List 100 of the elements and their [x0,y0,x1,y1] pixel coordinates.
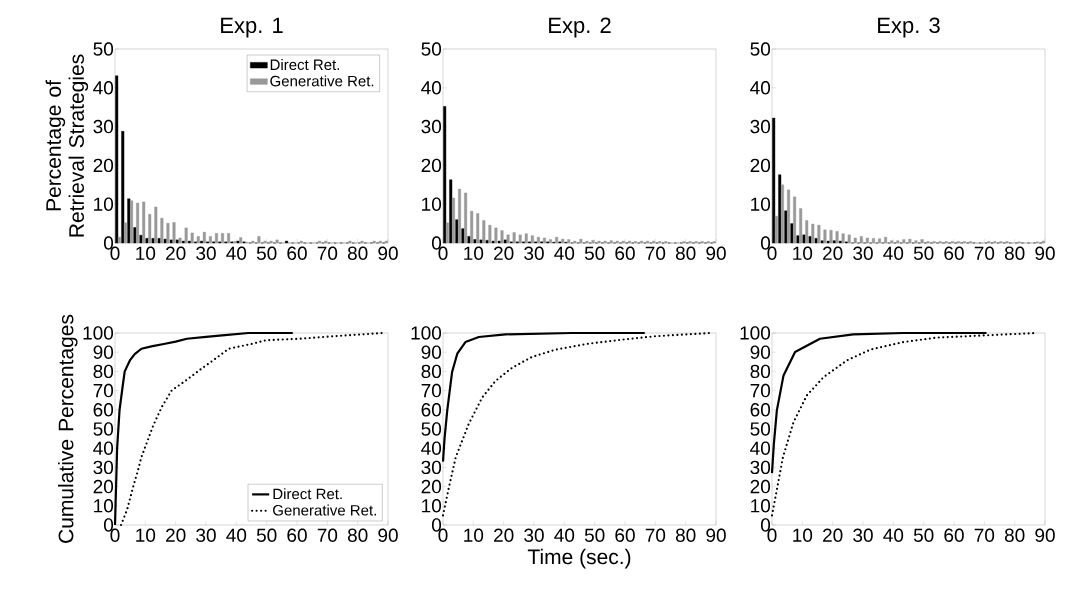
bar [811,223,815,244]
bar [136,202,140,244]
x-tick-label: 30 [196,528,216,542]
x-tick-label: 40 [226,528,247,542]
bar [500,230,504,244]
y-tick-label: 50 [93,422,114,436]
bar [169,239,173,244]
bar [221,233,225,244]
x-tick-label: 80 [1004,246,1025,260]
y-tick-label: 60 [421,403,442,417]
bar [908,238,912,244]
x-tick-label: 70 [317,246,338,260]
line-series [119,331,385,527]
line-series [441,331,646,463]
bar [461,228,465,244]
y-tick-label: 50 [750,422,771,436]
x-tick-label: 70 [645,246,666,260]
bar [482,220,486,244]
bar [202,231,206,244]
y-tick-label: 70 [750,383,771,398]
y-tick-label: 100 [83,326,114,340]
bar [503,239,507,244]
bar [190,232,194,244]
y-tick-label: 20 [93,158,114,173]
x-tick-label: 90 [1035,246,1055,260]
y-tick-label: 20 [421,479,442,494]
y-tick-label: 70 [421,383,442,398]
x-tick-label: 70 [974,528,995,542]
bar [451,197,455,244]
y-tick-label: 60 [750,403,771,417]
bar [524,233,528,244]
bar [473,239,477,244]
bar [257,236,261,244]
bar [799,208,803,244]
y-tick-label: 40 [750,441,771,455]
x-tick-label: 90 [706,246,726,260]
bar [172,222,176,244]
bar [148,214,152,244]
legend-label: Generative Ret. [273,504,376,516]
legend-label: Direct Ret. [273,488,342,500]
bar [443,106,447,244]
bar [817,224,821,244]
bar [790,223,794,244]
x-tick-label: 40 [883,246,904,260]
x-tick-label: 10 [136,528,156,542]
x-tick-label: 60 [287,246,307,260]
x-tick-label: 20 [823,246,843,260]
y-tick-label: 10 [422,197,442,211]
bar [227,233,231,244]
bar [884,236,888,244]
bar [458,188,462,244]
bar [829,229,833,244]
bar [196,236,200,244]
bar [142,201,146,244]
y-tick-label: 30 [750,460,771,475]
bar [772,117,776,244]
x-tick-label: 20 [166,246,186,260]
bar [542,237,546,244]
bar [787,189,791,244]
x-tick-label: 90 [1035,528,1055,542]
bar [784,210,788,244]
x-tick-label: 60 [944,528,964,542]
x-tick-label: 90 [706,528,726,542]
y-tick-label: 100 [740,326,771,340]
bar [117,236,121,244]
y-tick-label: 50 [421,42,442,56]
x-tick-label: 80 [675,246,696,260]
x-tick-label: 50 [913,528,934,542]
bar [853,237,857,244]
y-tick-label: 40 [750,81,771,95]
bar [865,237,869,244]
bar [163,238,167,244]
bar [455,219,459,244]
y-tick-label: 10 [751,499,771,513]
y-tick-label: 20 [421,158,442,173]
bar [445,222,449,244]
bar [506,234,510,244]
bar [859,236,863,244]
y-tick-label: 90 [750,345,771,359]
y-tick-label: 80 [93,364,114,379]
y-tick-label: 40 [421,441,442,455]
y-tick-label: 50 [93,42,114,56]
x-tick-label: 70 [317,528,338,542]
bar [184,227,188,244]
bar [778,174,782,244]
x-tick-label: 50 [584,246,605,260]
y-axis-title: Cumulative Percentages [58,314,78,543]
x-tick-label: 60 [615,528,635,542]
y-tick-label: 40 [421,81,442,95]
bar [536,236,540,244]
x-tick-label: 40 [883,528,904,542]
x-tick-label: 10 [464,528,484,542]
bar [214,233,218,244]
x-tick-label: 30 [853,246,873,260]
bar [847,234,851,244]
x-tick-label: 70 [974,246,995,260]
y-tick-label: 10 [94,197,114,211]
y-tick-label: 20 [93,479,114,494]
bar [488,224,492,244]
bar [123,222,127,244]
